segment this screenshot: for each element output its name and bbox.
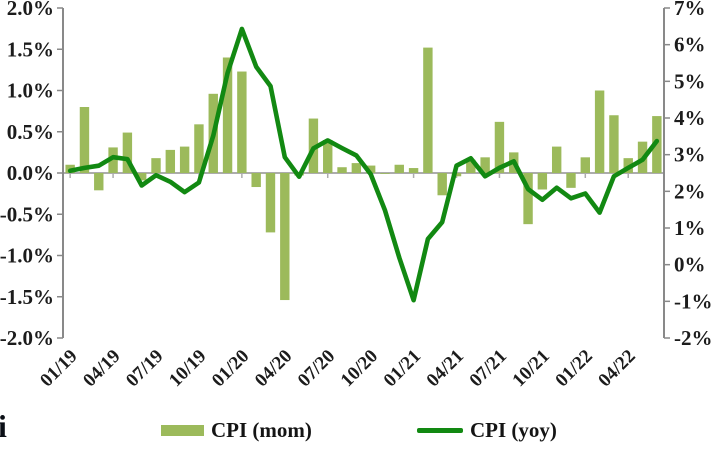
bar-06/19: [137, 173, 147, 181]
x-tick-label-04/21: 04/21: [423, 346, 468, 391]
bar-07/20: [323, 140, 333, 173]
y-left-tick-label: -0.5%: [0, 202, 54, 226]
bar-swatch-icon: [161, 424, 204, 436]
y-left-tick-label: 0.0%: [7, 161, 54, 185]
legend-item-cpi-mom: CPI (mom): [161, 417, 312, 443]
bar-02/19: [79, 107, 90, 173]
bar-05/19: [122, 132, 133, 173]
y-right-tick-label: 4%: [674, 106, 706, 130]
bar-06/21: [480, 157, 490, 173]
x-tick-label-01/22: 01/22: [551, 346, 596, 391]
bar-03/21: [437, 173, 447, 196]
bar-07/19: [151, 158, 161, 173]
bar-01/21: [408, 168, 419, 173]
bar-02/20: [251, 173, 261, 188]
x-tick-label-07/19: 07/19: [122, 346, 167, 391]
y-right-tick-label: -2%: [674, 326, 713, 350]
x-tick-label-07/21: 07/21: [466, 346, 511, 391]
bar-10/21: [537, 173, 548, 190]
y-right-tick-label: 0%: [674, 253, 706, 277]
x-tick-label-10/20: 10/20: [337, 346, 382, 391]
bar-09/20: [351, 163, 362, 173]
legend-item-cpi-yoy: CPI (yoy): [417, 417, 557, 443]
cpi-yoy-line: [67, 26, 660, 303]
bar-03/19: [94, 173, 104, 191]
bar-03/20: [265, 173, 276, 233]
x-axis-labels: 01/1904/1907/1910/1901/2004/2007/2010/20…: [36, 346, 640, 391]
x-tick-label-01/21: 01/21: [380, 346, 425, 391]
bar-10/20: [365, 165, 376, 173]
bar-08/20: [337, 167, 347, 173]
bar-01/20: [237, 71, 247, 173]
y-right-tick-label: 6%: [674, 33, 706, 57]
y-left-tick-label: 2.0%: [7, 0, 54, 20]
x-tick-label-01/20: 01/20: [208, 346, 253, 391]
x-tick-label-04/19: 04/19: [79, 346, 124, 391]
y-right-tick-label: 5%: [674, 69, 706, 93]
x-tick-label-10/19: 10/19: [165, 346, 210, 391]
bar-11/20: [380, 173, 390, 174]
y-left-tick-label: 1.0%: [7, 79, 54, 103]
y-axis-left: [57, 7, 64, 339]
y-right-tick-label: 1%: [674, 216, 706, 240]
y-axis-right-labels: 7% 6% 5% 4% 3% 2% 1% 0% -1% -2%: [674, 0, 713, 350]
legend-label-yoy: CPI (yoy): [470, 417, 557, 442]
y-right-tick-label: 7%: [674, 0, 706, 20]
y-left-tick-label: -1.5%: [0, 285, 54, 309]
y-axis-right: [663, 7, 670, 339]
x-tick-label-10/21: 10/21: [508, 346, 553, 391]
y-right-tick-label: -1%: [674, 289, 713, 313]
bar-05/21: [466, 159, 476, 173]
y-axis-left-labels: 2.0% 1.5% 1.0% 0.5% 0.0% -0.5% -1.0% -1.5% -2.0%: [0, 0, 54, 350]
bar-07/21: [494, 121, 505, 173]
bar-02/21: [423, 47, 433, 173]
bar-12/21: [566, 173, 576, 188]
x-tick-label-04/22: 04/22: [594, 346, 639, 391]
legend-label-mom: CPI (mom): [211, 417, 312, 442]
x-tick-label-01/19: 01/19: [36, 346, 81, 391]
bar-11/21: [551, 146, 562, 173]
bar-03/22: [609, 115, 619, 173]
y-right-tick-label: 3%: [674, 143, 706, 167]
bar-04/20: [280, 173, 290, 301]
y-left-tick-label: -1.0%: [0, 244, 54, 268]
bar-09/21: [523, 173, 533, 225]
bar-02/22: [594, 90, 605, 173]
cropped-text: i: [0, 408, 7, 444]
bar-08/19: [165, 149, 176, 173]
x-tick-label-07/20: 07/20: [294, 346, 339, 391]
line-swatch-icon: [417, 427, 463, 433]
bar-04/19: [108, 147, 118, 173]
x-tick-label-04/20: 04/20: [251, 346, 296, 391]
y-right-tick-label: 2%: [674, 179, 706, 203]
bar-09/19: [179, 146, 190, 173]
bar-10/19: [194, 124, 204, 173]
bar-12/19: [222, 57, 233, 173]
y-left-tick-label: 1.5%: [7, 37, 54, 61]
y-left-tick-label: 0.5%: [7, 120, 54, 144]
bar-01/22: [580, 157, 590, 173]
bar-12/20: [394, 164, 404, 173]
y-left-tick-label: -2.0%: [0, 326, 54, 350]
